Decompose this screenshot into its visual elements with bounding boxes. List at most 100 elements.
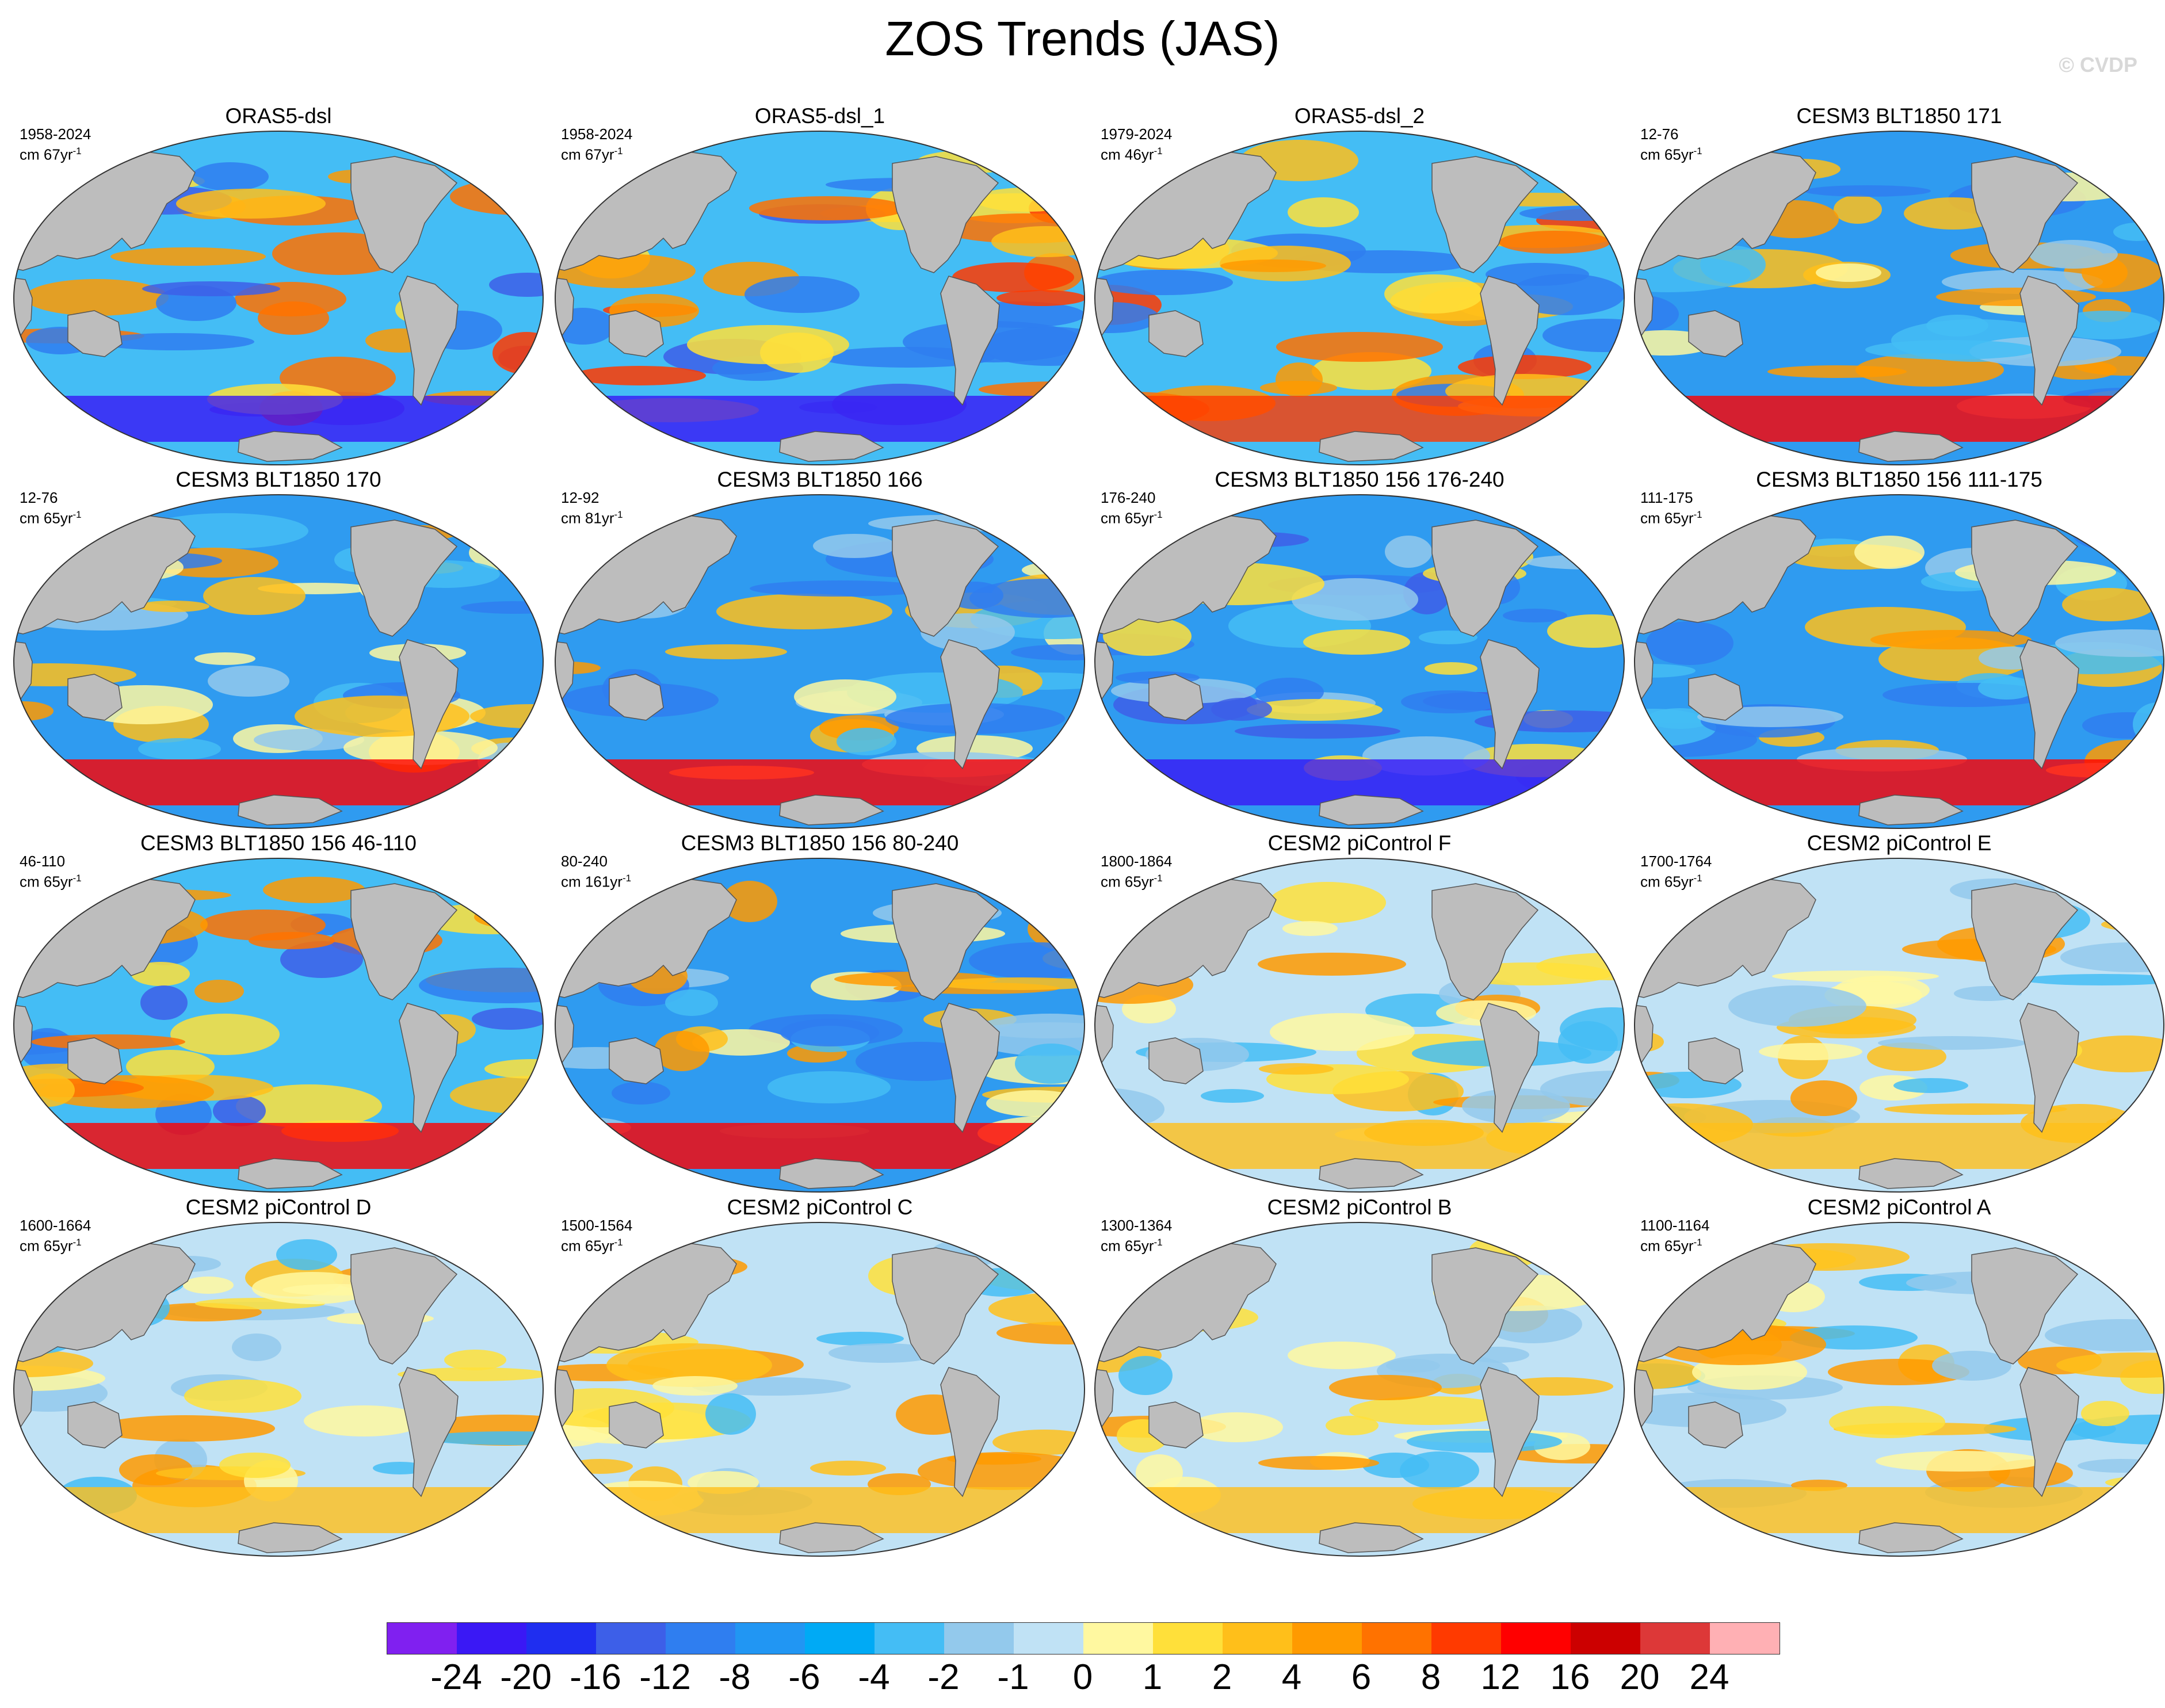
colorbar-tick-label: 1	[1142, 1657, 1163, 1697]
land-mass	[67, 310, 123, 357]
trend-map	[1634, 494, 2164, 829]
trend-patch	[705, 1393, 756, 1435]
colorbar-tick-label: 0	[1072, 1657, 1093, 1697]
scale-exponent: -1	[1154, 146, 1163, 156]
scale-value: 65	[1124, 873, 1141, 891]
trend-patch	[14, 1350, 93, 1377]
trend-patch	[21, 1073, 75, 1107]
trend-patch	[200, 910, 326, 941]
trend-patch	[1211, 698, 1272, 721]
land-mass	[444, 866, 507, 901]
trend-patch	[1260, 381, 1337, 395]
scale-period: yr	[60, 509, 73, 527]
trend-patch	[176, 189, 326, 219]
trend-patch	[1854, 536, 1925, 569]
map-panel: ORAS5-dsl_1 1958-2024 cm 67yr-1	[549, 102, 1090, 471]
trend-patch	[1816, 263, 1881, 282]
land-mass	[940, 639, 1000, 770]
trend-patch	[1282, 921, 1338, 936]
colorbar-box	[1292, 1623, 1362, 1654]
trend-patch	[1978, 677, 2036, 700]
colorbar-box	[735, 1623, 805, 1654]
scale-exponent: -1	[614, 509, 623, 520]
trend-patch	[652, 1376, 738, 1396]
colorbar-tick-label: 8	[1421, 1657, 1441, 1697]
land-mass	[986, 866, 1049, 901]
land-mass	[1431, 519, 1539, 637]
trend-patch	[606, 1343, 772, 1387]
trend-patch	[2052, 311, 2160, 339]
trend-patch	[1015, 1044, 1085, 1084]
trend-patch	[280, 941, 363, 978]
trend-map	[555, 1222, 1085, 1557]
colorbar-tick-label: -20	[500, 1657, 552, 1697]
trend-patch	[1292, 578, 1418, 621]
scale-period: yr	[1141, 873, 1154, 891]
map-panel: CESM2 piControl D 1600-1664 cm 65yr-1	[8, 1194, 549, 1562]
trend-patch	[1884, 1103, 2067, 1115]
scale-period: yr	[1681, 1237, 1694, 1255]
trend-patch	[236, 1084, 382, 1128]
trend-patch	[572, 366, 706, 385]
trend-map	[555, 858, 1085, 1193]
panel-title: CESM3 BLT1850 170	[175, 468, 381, 491]
panel-title: CESM2 piControl D	[185, 1195, 372, 1219]
panel-title: CESM2 piControl C	[727, 1195, 913, 1219]
panel-scale: cm 65yr-1	[20, 506, 82, 527]
scale-value: 46	[1124, 146, 1141, 163]
scale-unit: cm	[20, 1237, 40, 1255]
panel-title: CESM3 BLT1850 156 46-110	[140, 831, 417, 855]
land-mass	[2019, 276, 2079, 406]
panel-years: 1800-1864	[1101, 853, 1173, 870]
trend-patch	[192, 162, 269, 191]
trend-patch	[232, 1333, 281, 1361]
panel-years: 1500-1564	[561, 1217, 633, 1234]
trend-patch	[744, 276, 860, 313]
colorbar-tick-label: 6	[1351, 1657, 1372, 1697]
scale-exponent: -1	[1154, 1237, 1163, 1248]
land-mass	[779, 431, 884, 462]
scale-exponent: -1	[614, 1237, 623, 1248]
trend-map	[1634, 1222, 2164, 1557]
trend-patch	[25, 279, 169, 316]
trend-patch	[996, 290, 1085, 306]
scale-unit: cm	[1640, 146, 1660, 163]
trend-patch	[137, 601, 209, 612]
panel-title: ORAS5-dsl_2	[1294, 104, 1425, 128]
panel-years: 1100-1164	[1640, 1217, 1710, 1234]
panel-scale: cm 65yr-1	[1640, 143, 1702, 163]
trend-patch	[1270, 1013, 1415, 1051]
colorbar-tick-label: 20	[1620, 1657, 1660, 1697]
colorbar	[387, 1622, 1780, 1654]
colorbar-box	[1362, 1623, 1431, 1654]
trend-patch	[1425, 662, 1477, 675]
trend-patch	[1635, 1485, 1681, 1519]
land-mass	[350, 156, 458, 273]
panel-title: CESM3 BLT1850 171	[1796, 104, 2002, 128]
trend-patch	[304, 1405, 425, 1436]
trend-patch	[555, 380, 590, 415]
trend-patch	[1407, 1431, 1562, 1453]
trend-patch	[936, 977, 1085, 990]
land-mass	[238, 794, 343, 826]
trend-map	[13, 858, 544, 1193]
panel-scale: cm 65yr-1	[1101, 870, 1163, 891]
panel-title: CESM2 piControl F	[1267, 831, 1452, 855]
panel-title: CESM3 BLT1850 166	[717, 468, 923, 491]
colorbar-box	[1083, 1623, 1153, 1654]
trend-patch	[665, 989, 718, 1016]
trend-patch	[183, 1277, 234, 1294]
trend-patch	[1258, 1456, 1379, 1470]
land-mass	[238, 1522, 343, 1553]
land-mass	[1688, 1037, 1743, 1084]
panel-title: ORAS5-dsl_1	[754, 104, 885, 128]
scale-value: 65	[1664, 146, 1681, 163]
map-outline	[1094, 858, 1625, 1193]
land-mass	[609, 674, 664, 721]
land-mass	[399, 276, 459, 406]
trend-patch	[1400, 1451, 1479, 1489]
scale-unit: cm	[1101, 509, 1121, 527]
trend-patch	[276, 1239, 337, 1270]
scale-value: 65	[1664, 873, 1681, 891]
panel-title: CESM2 piControl E	[1807, 831, 1992, 855]
